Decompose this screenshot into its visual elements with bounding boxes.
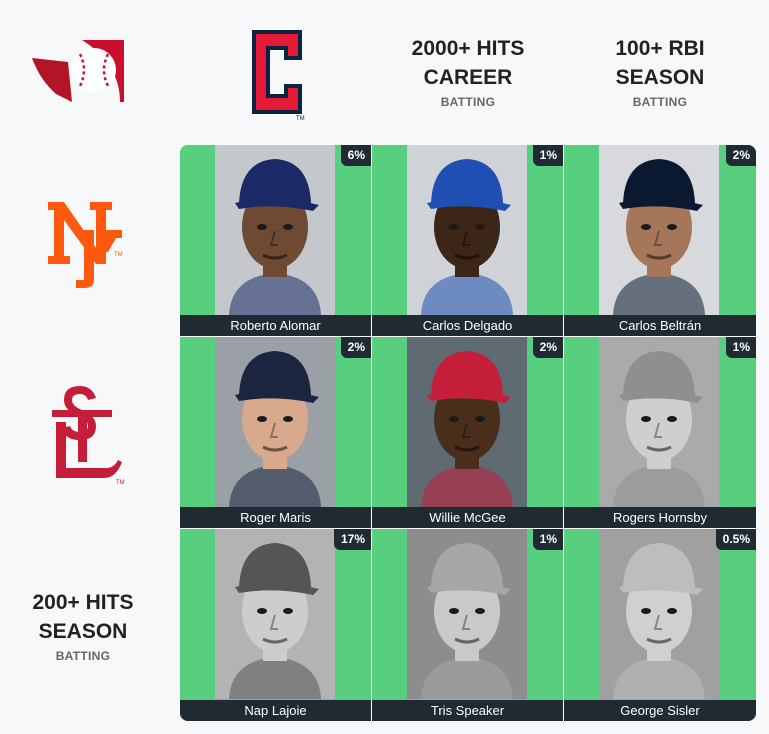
cardinals-stl-logo-icon: TM: [42, 382, 126, 486]
rarity-percent-badge: 17%: [333, 529, 371, 550]
column-header-subtitle: BATTING: [632, 95, 688, 109]
player-photo: [215, 337, 335, 507]
column-header-title-line2: SEASON: [615, 66, 705, 89]
row-header-subtitle: BATTING: [55, 649, 111, 663]
player-photo: [407, 337, 527, 507]
svg-text:TM: TM: [114, 252, 123, 258]
column-header-hits-career: 2000+ HITS CAREER BATTING: [393, 34, 543, 109]
player-name: Carlos Delgado: [372, 315, 563, 336]
player-name: Rogers Hornsby: [564, 507, 756, 528]
grid-cell[interactable]: 0.5% George Sisler: [564, 529, 756, 721]
grid-cell[interactable]: 2% Carlos Beltrán: [564, 145, 756, 337]
column-header-rbi-season: 100+ RBI SEASON BATTING: [585, 34, 735, 109]
player-name: Roberto Alomar: [180, 315, 371, 336]
grid-cell[interactable]: 1% Rogers Hornsby: [564, 337, 756, 529]
mets-ny-logo-icon: TM: [40, 190, 130, 292]
grid-cell[interactable]: 2% Roger Maris: [180, 337, 372, 529]
immaculate-grid-logo-icon: [28, 36, 128, 106]
grid-cell[interactable]: 6% Roberto Alomar: [180, 145, 372, 337]
rarity-percent-badge: 1%: [725, 337, 756, 358]
player-name: Carlos Beltrán: [564, 315, 756, 336]
player-name: Tris Speaker: [372, 700, 563, 721]
grid-cell[interactable]: 1% Tris Speaker: [372, 529, 564, 721]
grid-cell[interactable]: 17% Nap Lajoie: [180, 529, 372, 721]
player-name: Nap Lajoie: [180, 700, 371, 721]
svg-text:TM: TM: [116, 480, 125, 486]
rarity-percent-badge: 6%: [340, 145, 371, 166]
row-header-title-line1: 200+ HITS: [32, 591, 134, 614]
player-name: Willie McGee: [372, 507, 563, 528]
column-header-subtitle: BATTING: [440, 95, 496, 109]
answer-grid: 6% Roberto Alomar 1% Carlos Delgado 2% Carlos…: [180, 145, 756, 721]
player-photo: [215, 145, 335, 315]
player-photo: [599, 337, 719, 507]
row-header-hits-season: 200+ HITS SEASON BATTING: [8, 588, 158, 663]
player-name: Roger Maris: [180, 507, 371, 528]
column-header-title-line1: 2000+ HITS: [411, 37, 525, 60]
rarity-percent-badge: 0.5%: [715, 529, 756, 550]
grid-cell[interactable]: 1% Carlos Delgado: [372, 145, 564, 337]
player-photo: [599, 529, 719, 699]
rarity-percent-badge: 1%: [532, 529, 563, 550]
column-header-title-line2: CAREER: [423, 66, 513, 89]
player-photo: [407, 145, 527, 315]
rarity-percent-badge: 1%: [532, 145, 563, 166]
column-header-title-line1: 100+ RBI: [615, 37, 705, 60]
rarity-percent-badge: 2%: [532, 337, 563, 358]
row-header-title-line2: SEASON: [38, 620, 128, 643]
player-photo: [407, 529, 527, 699]
player-name: George Sisler: [564, 700, 756, 721]
rarity-percent-badge: 2%: [725, 145, 756, 166]
player-photo: [599, 145, 719, 315]
player-photo: [215, 529, 335, 699]
guardians-c-logo-icon: TM: [244, 24, 310, 122]
grid-cell[interactable]: 2% Willie McGee: [372, 337, 564, 529]
svg-text:TM: TM: [296, 116, 305, 122]
rarity-percent-badge: 2%: [340, 337, 371, 358]
